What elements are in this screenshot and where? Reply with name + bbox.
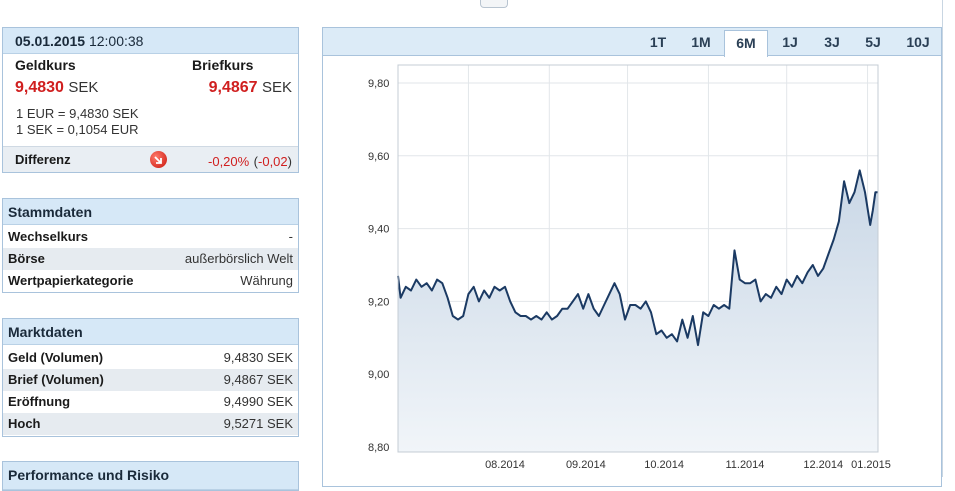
y-tick-label: 9,40 xyxy=(368,224,389,236)
row-key: Börse xyxy=(8,251,45,266)
ask-currency: SEK xyxy=(261,79,292,96)
down-arrow-glyph xyxy=(154,156,162,164)
diff-percent: -0,20% xyxy=(208,154,250,169)
rate-line-sek: 1 SEK = 0,1054 EUR xyxy=(16,122,139,137)
x-tick-label: 10.2014 xyxy=(644,459,684,471)
diff-paren-open: ( xyxy=(253,154,259,169)
quote-panel: 05.01.2015 12:00:38 Geldkurs Briefkurs 9… xyxy=(2,27,299,173)
y-tick-label: 8,80 xyxy=(368,442,389,454)
series-line xyxy=(397,169,878,347)
y-tick-label: 9,80 xyxy=(368,78,389,90)
x-tick-label: 08.2014 xyxy=(485,459,525,471)
tab-6m[interactable]: 6M xyxy=(724,30,768,57)
diff-absolute: -0,02 xyxy=(258,154,288,169)
quote-date: 05.01.2015 xyxy=(15,33,86,49)
ask-price: 9,4867 SEK xyxy=(209,79,292,97)
tab-1j[interactable]: 1J xyxy=(782,34,798,50)
x-tick-label: 09.2014 xyxy=(566,459,606,471)
row-value: 9,5271 SEK xyxy=(223,416,293,431)
ask-value: 9,4867 xyxy=(208,79,258,96)
bid-value: 9,4830 xyxy=(15,79,64,96)
marktdaten-row: Brief (Volumen) 9,4867 SEK xyxy=(3,369,298,391)
y-tick-label: 9,00 xyxy=(368,369,389,381)
tab-10j[interactable]: 10J xyxy=(906,34,930,50)
diff-paren-close: ) xyxy=(287,154,292,169)
tab-1m[interactable]: 1M xyxy=(691,34,711,50)
row-key: Eröffnung xyxy=(8,394,71,409)
marktdaten-row: Hoch 9,5271 SEK xyxy=(3,413,298,435)
row-key: Hoch xyxy=(8,416,41,431)
marktdaten-row: Eröffnung 9,4990 SEK xyxy=(3,391,298,413)
page-edge xyxy=(942,0,943,477)
bid-label: Geldkurs xyxy=(15,57,76,73)
stammdaten-row: Wechselkurs - xyxy=(3,226,298,248)
bid-currency: SEK xyxy=(68,79,99,96)
y-tick-label: 9,20 xyxy=(368,296,389,308)
price-chart: 9,80 9,60 9,40 9,20 9,00 8,80 08.2014 09.2014 10… xyxy=(368,64,891,471)
quote-time: 12:00:38 xyxy=(88,33,144,49)
diff-label: Differenz xyxy=(15,152,71,167)
tab-5j[interactable]: 5J xyxy=(865,34,881,50)
timeframe-tab-bar: 1T 1M 6M 1J 3J 5J 10J xyxy=(323,28,941,57)
row-value: außerbörslich Welt xyxy=(184,251,293,266)
row-value: 9,4830 SEK xyxy=(223,350,293,365)
print-icon[interactable] xyxy=(480,0,508,8)
row-value: Währung xyxy=(240,273,293,288)
rate-line-eur: 1 EUR = 9,4830 SEK xyxy=(16,106,139,121)
x-tick-label: 12.2014 xyxy=(803,459,843,471)
marktdaten-header: Marktdaten xyxy=(3,319,298,345)
series-area xyxy=(398,170,878,452)
diff-row: Differenz -0,20% (-0,02) xyxy=(3,146,298,172)
stammdaten-row: Börse außerbörslich Welt xyxy=(3,248,298,270)
marktdaten-panel: Marktdaten Geld (Volumen) 9,4830 SEK Bri… xyxy=(2,318,299,437)
row-key: Brief (Volumen) xyxy=(8,372,104,387)
row-key: Geld (Volumen) xyxy=(8,350,104,365)
stammdaten-header: Stammdaten xyxy=(3,199,298,225)
marktdaten-row: Geld (Volumen) 9,4830 SEK xyxy=(3,347,298,369)
tab-1t[interactable]: 1T xyxy=(649,34,667,50)
row-key: Wechselkurs xyxy=(8,229,88,244)
y-tick-label: 9,60 xyxy=(368,151,389,163)
ask-label: Briefkurs xyxy=(192,57,254,73)
x-tick-label: 11.2014 xyxy=(725,459,764,471)
bid-price: 9,4830 SEK xyxy=(15,79,98,97)
stammdaten-row: Wertpapierkategorie Währung xyxy=(3,270,298,292)
x-tick-label: 01.2015 xyxy=(851,459,891,471)
plot-border xyxy=(397,64,879,453)
row-key: Wertpapierkategorie xyxy=(8,273,134,288)
quote-header: 05.01.2015 12:00:38 xyxy=(3,28,298,54)
diff-values: -0,20% (-0,02) xyxy=(208,153,292,171)
row-value: 9,4867 SEK xyxy=(223,372,293,387)
stammdaten-panel: Stammdaten Wechselkurs - Börse außerbörs… xyxy=(2,198,299,293)
row-value: 9,4990 SEK xyxy=(223,394,293,409)
row-value: - xyxy=(288,229,293,244)
tab-3j[interactable]: 3J xyxy=(824,34,840,50)
down-arrow-icon xyxy=(150,151,167,168)
